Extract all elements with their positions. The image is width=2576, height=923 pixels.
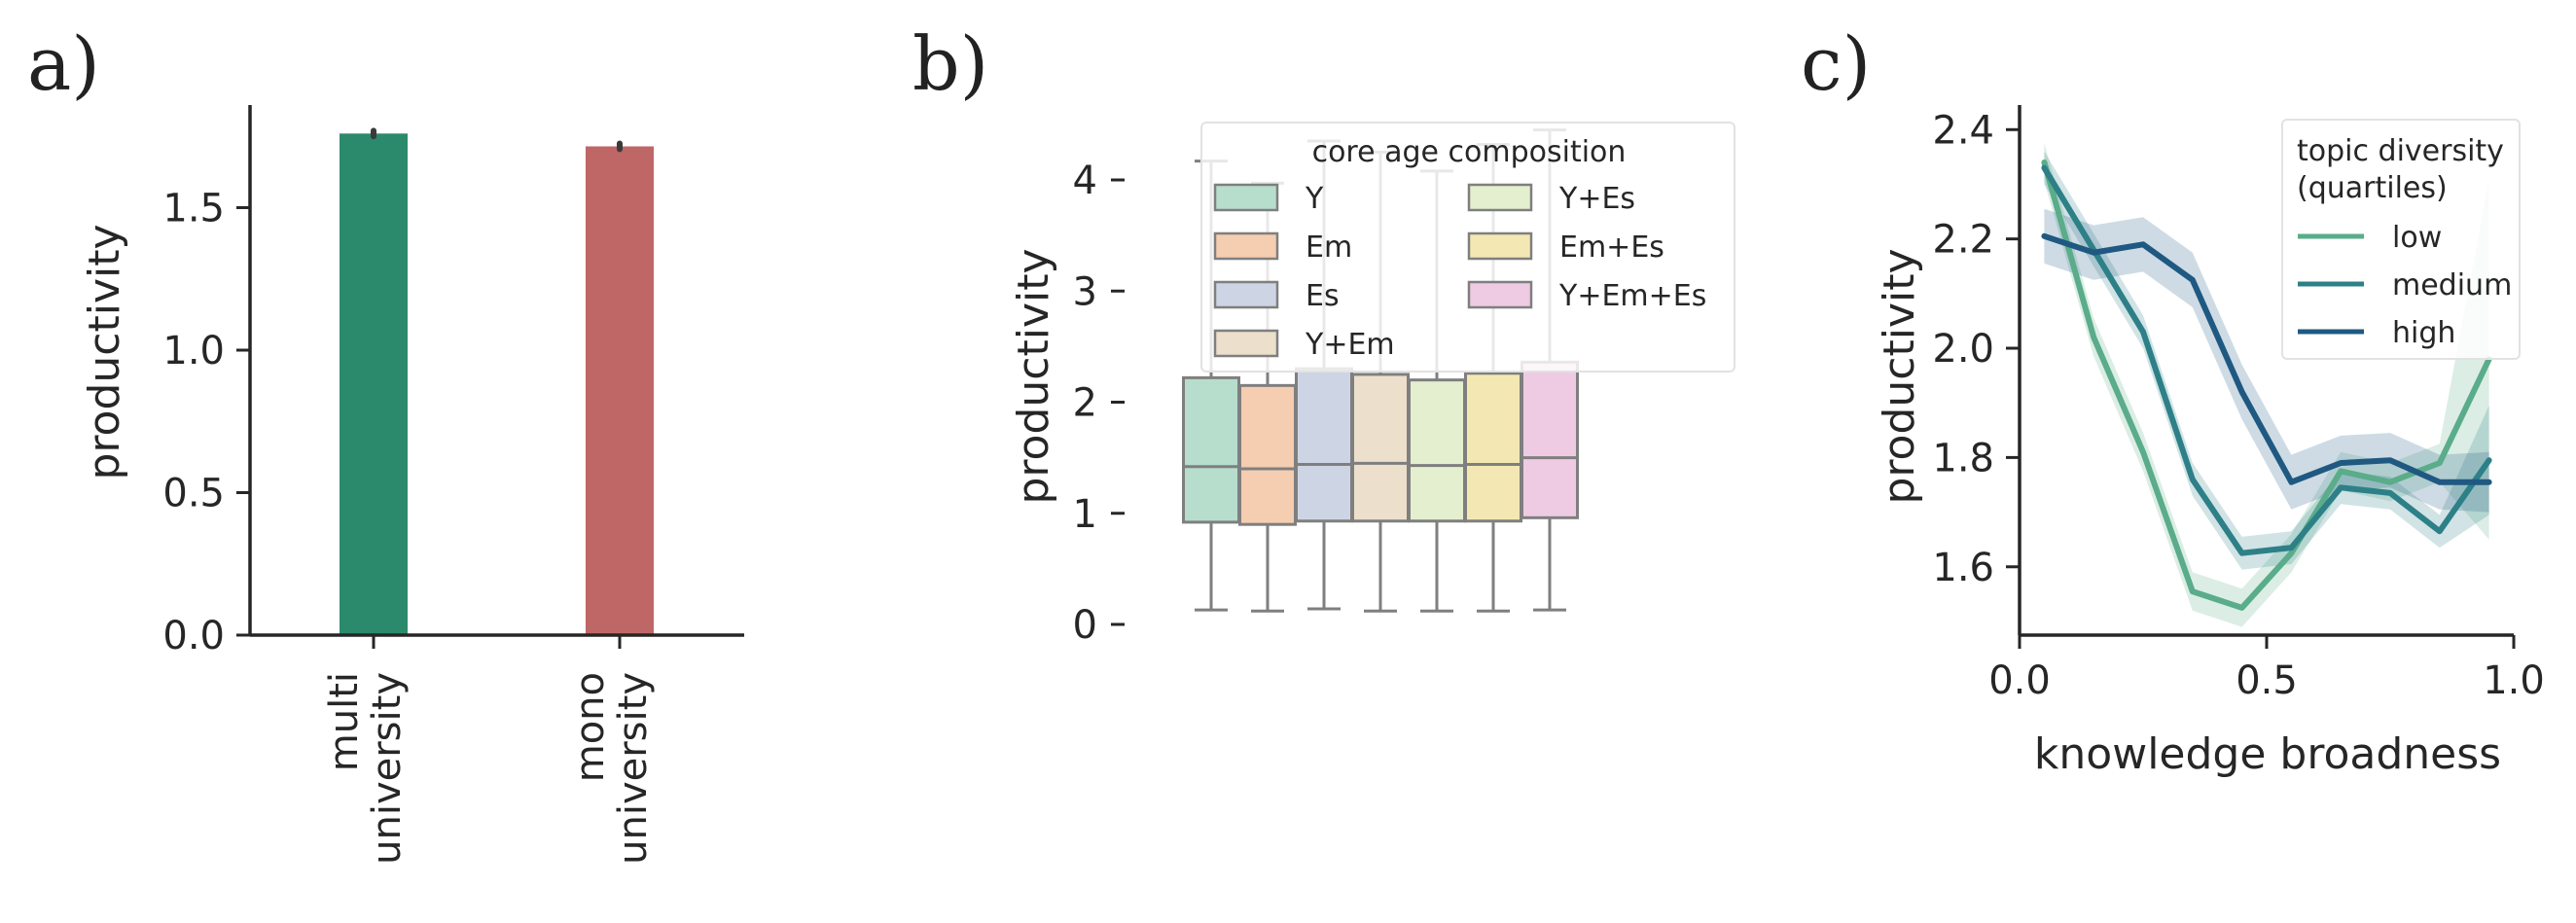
panel-b-legend-label: Y+Em+Es [1558,279,1706,313]
panel-b-y-tick-label: 4 [1073,159,1097,203]
panel-b-legend-label: Em [1306,231,1352,265]
panel-b-y-tick-label: 3 [1073,269,1097,314]
box-body [1464,372,1522,523]
panel-b-legend-swatch [1213,280,1279,309]
panel-b-legend-swatch [1213,231,1279,261]
panel-b: b) 0 1 2 3 4 productivity core age compositi… [912,20,1735,648]
panel-b-y-axis-label: productivity [1009,248,1058,504]
panel-a-y-tick-label: 0.5 [162,471,225,515]
bar-1 [586,146,654,635]
panel-b-legend-label: Y+Es [1558,182,1635,216]
panel-c-axes: 1.6 1.8 2.0 2.2 2.4 0.0 0.5 1.0 [1932,105,2545,703]
panel-b-legend-label: Y [1305,182,1324,216]
panel-c-y-tick-label: 1.8 [1932,436,1994,480]
panel-c-x-tick-label: 0.0 [1988,658,2051,703]
panel-c-y-tick-label: 2.4 [1932,108,1994,153]
panel-b-legend-swatch [1467,183,1533,212]
panel-b-legend-label: Y+Em [1305,328,1395,362]
panel-c-y-tick-label: 2.0 [1932,327,1994,372]
panel-b-y-tick-label: 1 [1073,492,1097,537]
panel-b-legend-label: Es [1306,279,1340,313]
panel-c-y-tick-label: 2.2 [1932,218,1994,263]
panel-c-legend-label: high [2392,316,2455,350]
panel-a-x-tick-label: university [365,672,410,865]
panel-c-x-tick-label: 1.0 [2483,658,2545,703]
box-body [1521,360,1579,519]
panel-c-legend-title-line2: (quartiles) [2297,171,2448,205]
panel-a-y-tick-label: 1.5 [162,186,225,231]
panel-c-marks [2041,143,2492,627]
bar-0 [340,133,408,635]
panel-a-y-tick-label: 1.0 [162,329,225,373]
series-high-line [2041,232,2492,485]
series-high-ci-band [2044,208,2489,513]
panel-a-marks [340,127,654,635]
panel-b-legend-label: Em+Es [1559,231,1664,265]
panel-c: c) 1.6 1.8 2.0 2.2 2.4 0.0 0.5 1.0 productivity… [1801,20,2545,779]
panel-b-legend-swatch [1213,329,1279,358]
panel-c-legend-frame [2281,119,2521,360]
panel-a-x-tick-label: mono [568,672,613,782]
panel-a-y-tick-label: 0.0 [162,614,225,658]
panel-c-legend-label: medium [2392,268,2512,302]
panel-b-legend-swatch [1467,280,1533,309]
box-body [1408,378,1466,523]
panel-c-legend: topic diversity (quartiles) low medium hig… [2281,119,2521,360]
panel-b-y-tick-label: 0 [1073,603,1097,648]
box-body [1238,383,1297,526]
box-body [1182,375,1240,524]
panel-b-legend: core age composition Y Em Es Y+Em Y+Es Em+Es Y… [1200,122,1735,373]
panel-a-x-tick-label: university [611,672,656,865]
panel-b-letter: b) [912,20,988,107]
box-6 [1521,128,1579,612]
panel-b-axes: 0 1 2 3 4 [1073,159,1125,648]
panel-b-legend-swatch [1467,231,1533,261]
panel-c-y-axis-label: productivity [1875,248,1924,504]
panel-a-letter: a) [27,20,100,107]
panel-c-y-tick-label: 1.6 [1932,546,1994,590]
panel-a-x-tick-label: multi [322,672,367,771]
panel-c-x-axis-label: knowledge broadness [2034,729,2501,779]
panel-c-legend-title-line1: topic diversity [2297,134,2504,168]
panel-b-legend-title: core age composition [1312,135,1627,169]
panel-a-y-axis-label: productivity [80,224,129,479]
panel-c-letter: c) [1801,20,1871,107]
box-body [1351,373,1410,523]
series-medium-line [2041,164,2492,556]
panel-c-legend-label: low [2392,221,2442,255]
box-body [1295,367,1353,523]
panel-b-legend-swatch [1213,183,1279,212]
panel-c-x-tick-label: 0.5 [2236,658,2298,703]
panel-b-y-tick-label: 2 [1073,381,1097,426]
